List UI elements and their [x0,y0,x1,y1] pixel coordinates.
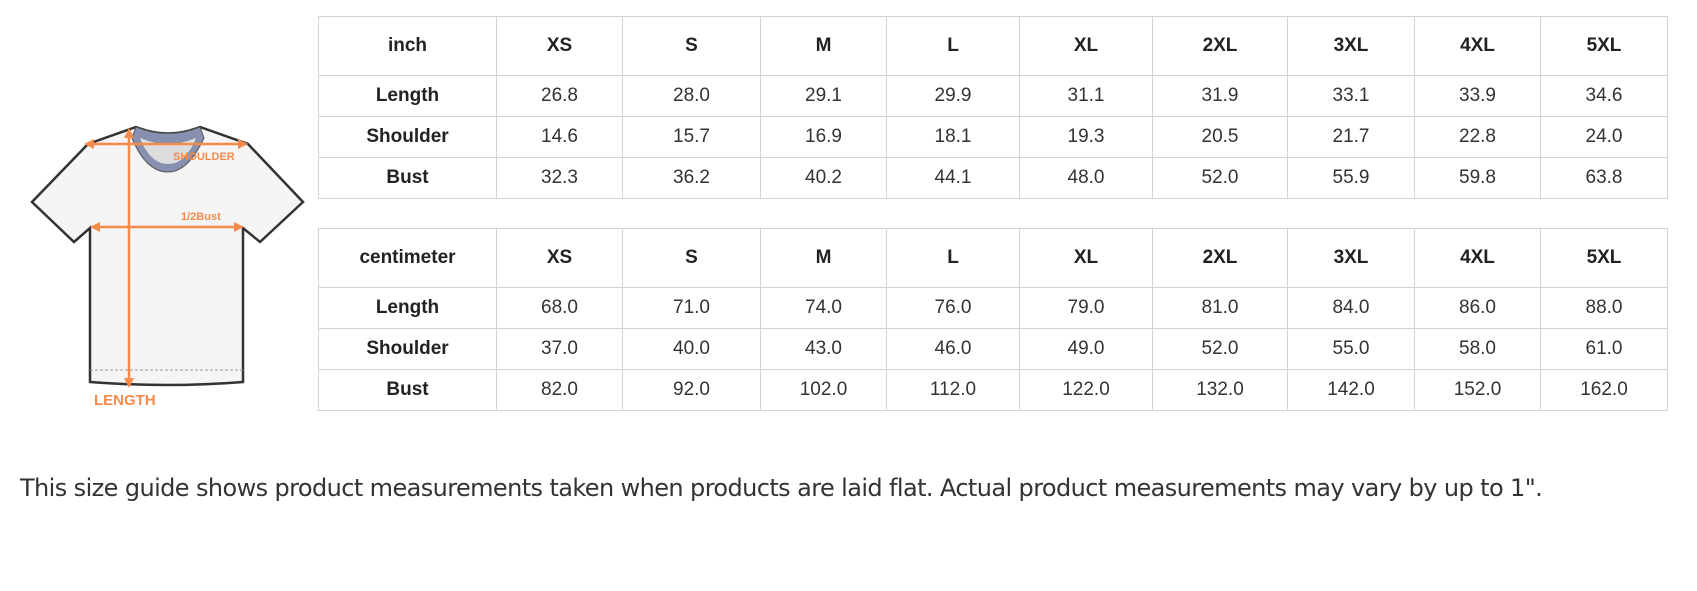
measurement-cell: 52.0 [1152,328,1288,370]
size-header: XS [496,228,623,288]
measurement-cell: 152.0 [1414,369,1541,411]
measurement-cell: 92.0 [622,369,761,411]
measurement-cell: 61.0 [1540,328,1668,370]
measurement-cell: 31.9 [1152,75,1288,117]
size-header: XS [496,16,623,76]
measurement-cell: 24.0 [1540,116,1668,158]
measurement-cell: 34.6 [1540,75,1668,117]
measurement-cell: 55.0 [1287,328,1415,370]
measurement-cell: 19.3 [1019,116,1153,158]
size-header: M [760,16,887,76]
table-row: Bust 32.3 36.2 40.2 44.1 48.0 52.0 55.9 59.8 63.8 [318,157,1668,199]
unit-header: inch [318,16,497,76]
row-label: Length [318,287,497,329]
size-header: S [622,228,761,288]
header-row: centimeter XS S M L XL 2XL 3XL 4XL 5XL [318,228,1668,288]
measurement-cell: 40.2 [760,157,887,199]
measurement-cell: 71.0 [622,287,761,329]
measurement-cell: 68.0 [496,287,623,329]
measurement-cell: 29.1 [760,75,887,117]
measurement-cell: 132.0 [1152,369,1288,411]
measurement-cell: 55.9 [1287,157,1415,199]
measurement-cell: 122.0 [1019,369,1153,411]
size-header: 5XL [1540,228,1668,288]
table-row: Length 26.8 28.0 29.1 29.9 31.1 31.9 33.1 33.9 34… [318,75,1668,117]
size-header: M [760,228,887,288]
measurement-cell: 16.9 [760,116,887,158]
measurement-cell: 37.0 [496,328,623,370]
measurement-cell: 82.0 [496,369,623,411]
measurement-cell: 21.7 [1287,116,1415,158]
size-header: L [886,228,1020,288]
size-header: 4XL [1414,16,1541,76]
measurement-cell: 18.1 [886,116,1020,158]
shoulder-label: SHOULDER [173,151,235,163]
size-header: S [622,16,761,76]
measurement-cell: 59.8 [1414,157,1541,199]
inch-size-table: inch XS S M L XL 2XL 3XL 4XL 5XL Length 26.8 28.0 29.… [318,16,1668,199]
length-label: LENGTH [94,392,156,409]
size-header: 2XL [1152,228,1288,288]
measurement-cell: 44.1 [886,157,1020,199]
header-row: inch XS S M L XL 2XL 3XL 4XL 5XL [318,16,1668,76]
measurement-cell: 74.0 [760,287,887,329]
measurement-cell: 86.0 [1414,287,1541,329]
row-label: Length [318,75,497,117]
measurement-cell: 79.0 [1019,287,1153,329]
measurement-cell: 58.0 [1414,328,1541,370]
measurement-cell: 26.8 [496,75,623,117]
row-label: Bust [318,157,497,199]
measurement-cell: 36.2 [622,157,761,199]
measurement-cell: 33.1 [1287,75,1415,117]
measurement-cell: 102.0 [760,369,887,411]
measurement-cell: 43.0 [760,328,887,370]
size-header: 4XL [1414,228,1541,288]
measurement-cell: 40.0 [622,328,761,370]
measurement-cell: 49.0 [1019,328,1153,370]
unit-header: centimeter [318,228,497,288]
table-row: Bust 82.0 92.0 102.0 112.0 122.0 132.0 142.0 152… [318,369,1668,411]
row-label: Shoulder [318,116,497,158]
measurement-cell: 88.0 [1540,287,1668,329]
measurement-cell: 81.0 [1152,287,1288,329]
measurement-cell: 22.8 [1414,116,1541,158]
tshirt-measurement-diagram: SHOULDER 1/2Bust LENGTH [30,125,305,409]
measurement-cell: 15.7 [622,116,761,158]
measurement-cell: 32.3 [496,157,623,199]
measurement-cell: 48.0 [1019,157,1153,199]
measurement-cell: 31.1 [1019,75,1153,117]
size-header: 5XL [1540,16,1668,76]
row-label: Shoulder [318,328,497,370]
measurement-cell: 52.0 [1152,157,1288,199]
table-row: Length 68.0 71.0 74.0 76.0 79.0 81.0 84.0 86.0 88… [318,287,1668,329]
measurement-cell: 28.0 [622,75,761,117]
table-row: Shoulder 37.0 40.0 43.0 46.0 49.0 52.0 55.0 58.0… [318,328,1668,370]
measurement-cell: 63.8 [1540,157,1668,199]
size-header: L [886,16,1020,76]
measurement-cell: 142.0 [1287,369,1415,411]
size-header: 2XL [1152,16,1288,76]
centimeter-size-table: centimeter XS S M L XL 2XL 3XL 4XL 5XL Length 68.0 7… [318,228,1668,411]
measurement-cell: 20.5 [1152,116,1288,158]
measurement-cell: 29.9 [886,75,1020,117]
measurement-cell: 162.0 [1540,369,1668,411]
size-guide-note: This size guide shows product measuremen… [20,474,1543,502]
measurement-cell: 33.9 [1414,75,1541,117]
measurement-cell: 112.0 [886,369,1020,411]
measurement-cell: 14.6 [496,116,623,158]
row-label: Bust [318,369,497,411]
size-header: XL [1019,228,1153,288]
size-header: 3XL [1287,16,1415,76]
size-header: XL [1019,16,1153,76]
measurement-cell: 46.0 [886,328,1020,370]
table-row: Shoulder 14.6 15.7 16.9 18.1 19.3 20.5 21.7 22.8… [318,116,1668,158]
bust-label: 1/2Bust [181,211,221,223]
measurement-cell: 76.0 [886,287,1020,329]
measurement-cell: 84.0 [1287,287,1415,329]
size-header: 3XL [1287,228,1415,288]
